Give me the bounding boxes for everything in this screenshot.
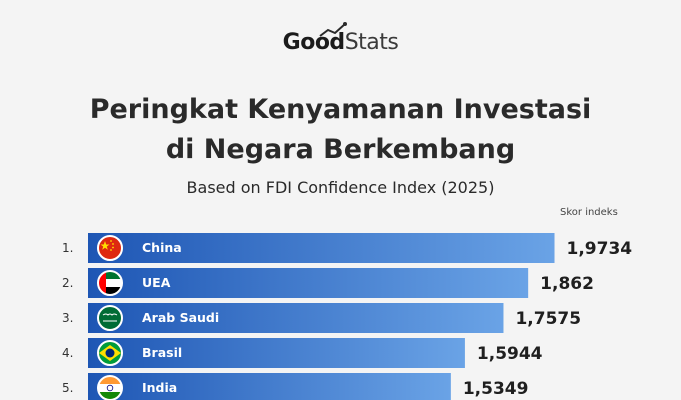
title-line-1: Peringkat Kenyamanan Investasi	[89, 94, 592, 125]
chart-subtitle: Based on FDI Confidence Index (2025)	[186, 178, 495, 197]
brazil-flag-icon	[97, 340, 123, 366]
rank-label: 3.	[62, 311, 73, 325]
rank-label: 1.	[62, 241, 73, 255]
saudi-flag-icon	[97, 305, 123, 331]
china-flag-icon	[97, 235, 123, 261]
value-label: 1,7575	[515, 309, 581, 329]
bar	[88, 303, 504, 333]
bar	[88, 373, 451, 400]
value-label: 1,5349	[463, 379, 529, 399]
score-label: Skor indeks	[560, 207, 618, 218]
brand-logo: GoodStats	[0, 30, 681, 55]
chart-growth-icon	[319, 22, 347, 37]
india-flag-icon	[97, 375, 123, 400]
value-label: 1,5944	[477, 344, 543, 364]
category-label: China	[142, 240, 182, 255]
category-label: Arab Saudi	[142, 310, 219, 325]
bar	[88, 268, 529, 298]
bar	[88, 233, 555, 263]
category-label: Brasil	[142, 345, 182, 360]
bar	[88, 338, 465, 368]
rank-label: 5.	[62, 381, 73, 395]
category-label: UEA	[142, 275, 171, 290]
rank-label: 4.	[62, 346, 73, 360]
uae-flag-icon	[97, 270, 123, 296]
rank-label: 2.	[62, 276, 73, 290]
value-label: 1,862	[540, 274, 594, 294]
brand-part1: Good	[282, 30, 346, 55]
chart-title: Peringkat Kenyamanan Investasi di Negara…	[0, 90, 681, 170]
value-label: 1,9734	[567, 239, 633, 259]
category-label: India	[142, 380, 177, 395]
title-line-2: di Negara Berkembang	[165, 134, 516, 165]
brand-part2: Stats	[344, 30, 399, 55]
